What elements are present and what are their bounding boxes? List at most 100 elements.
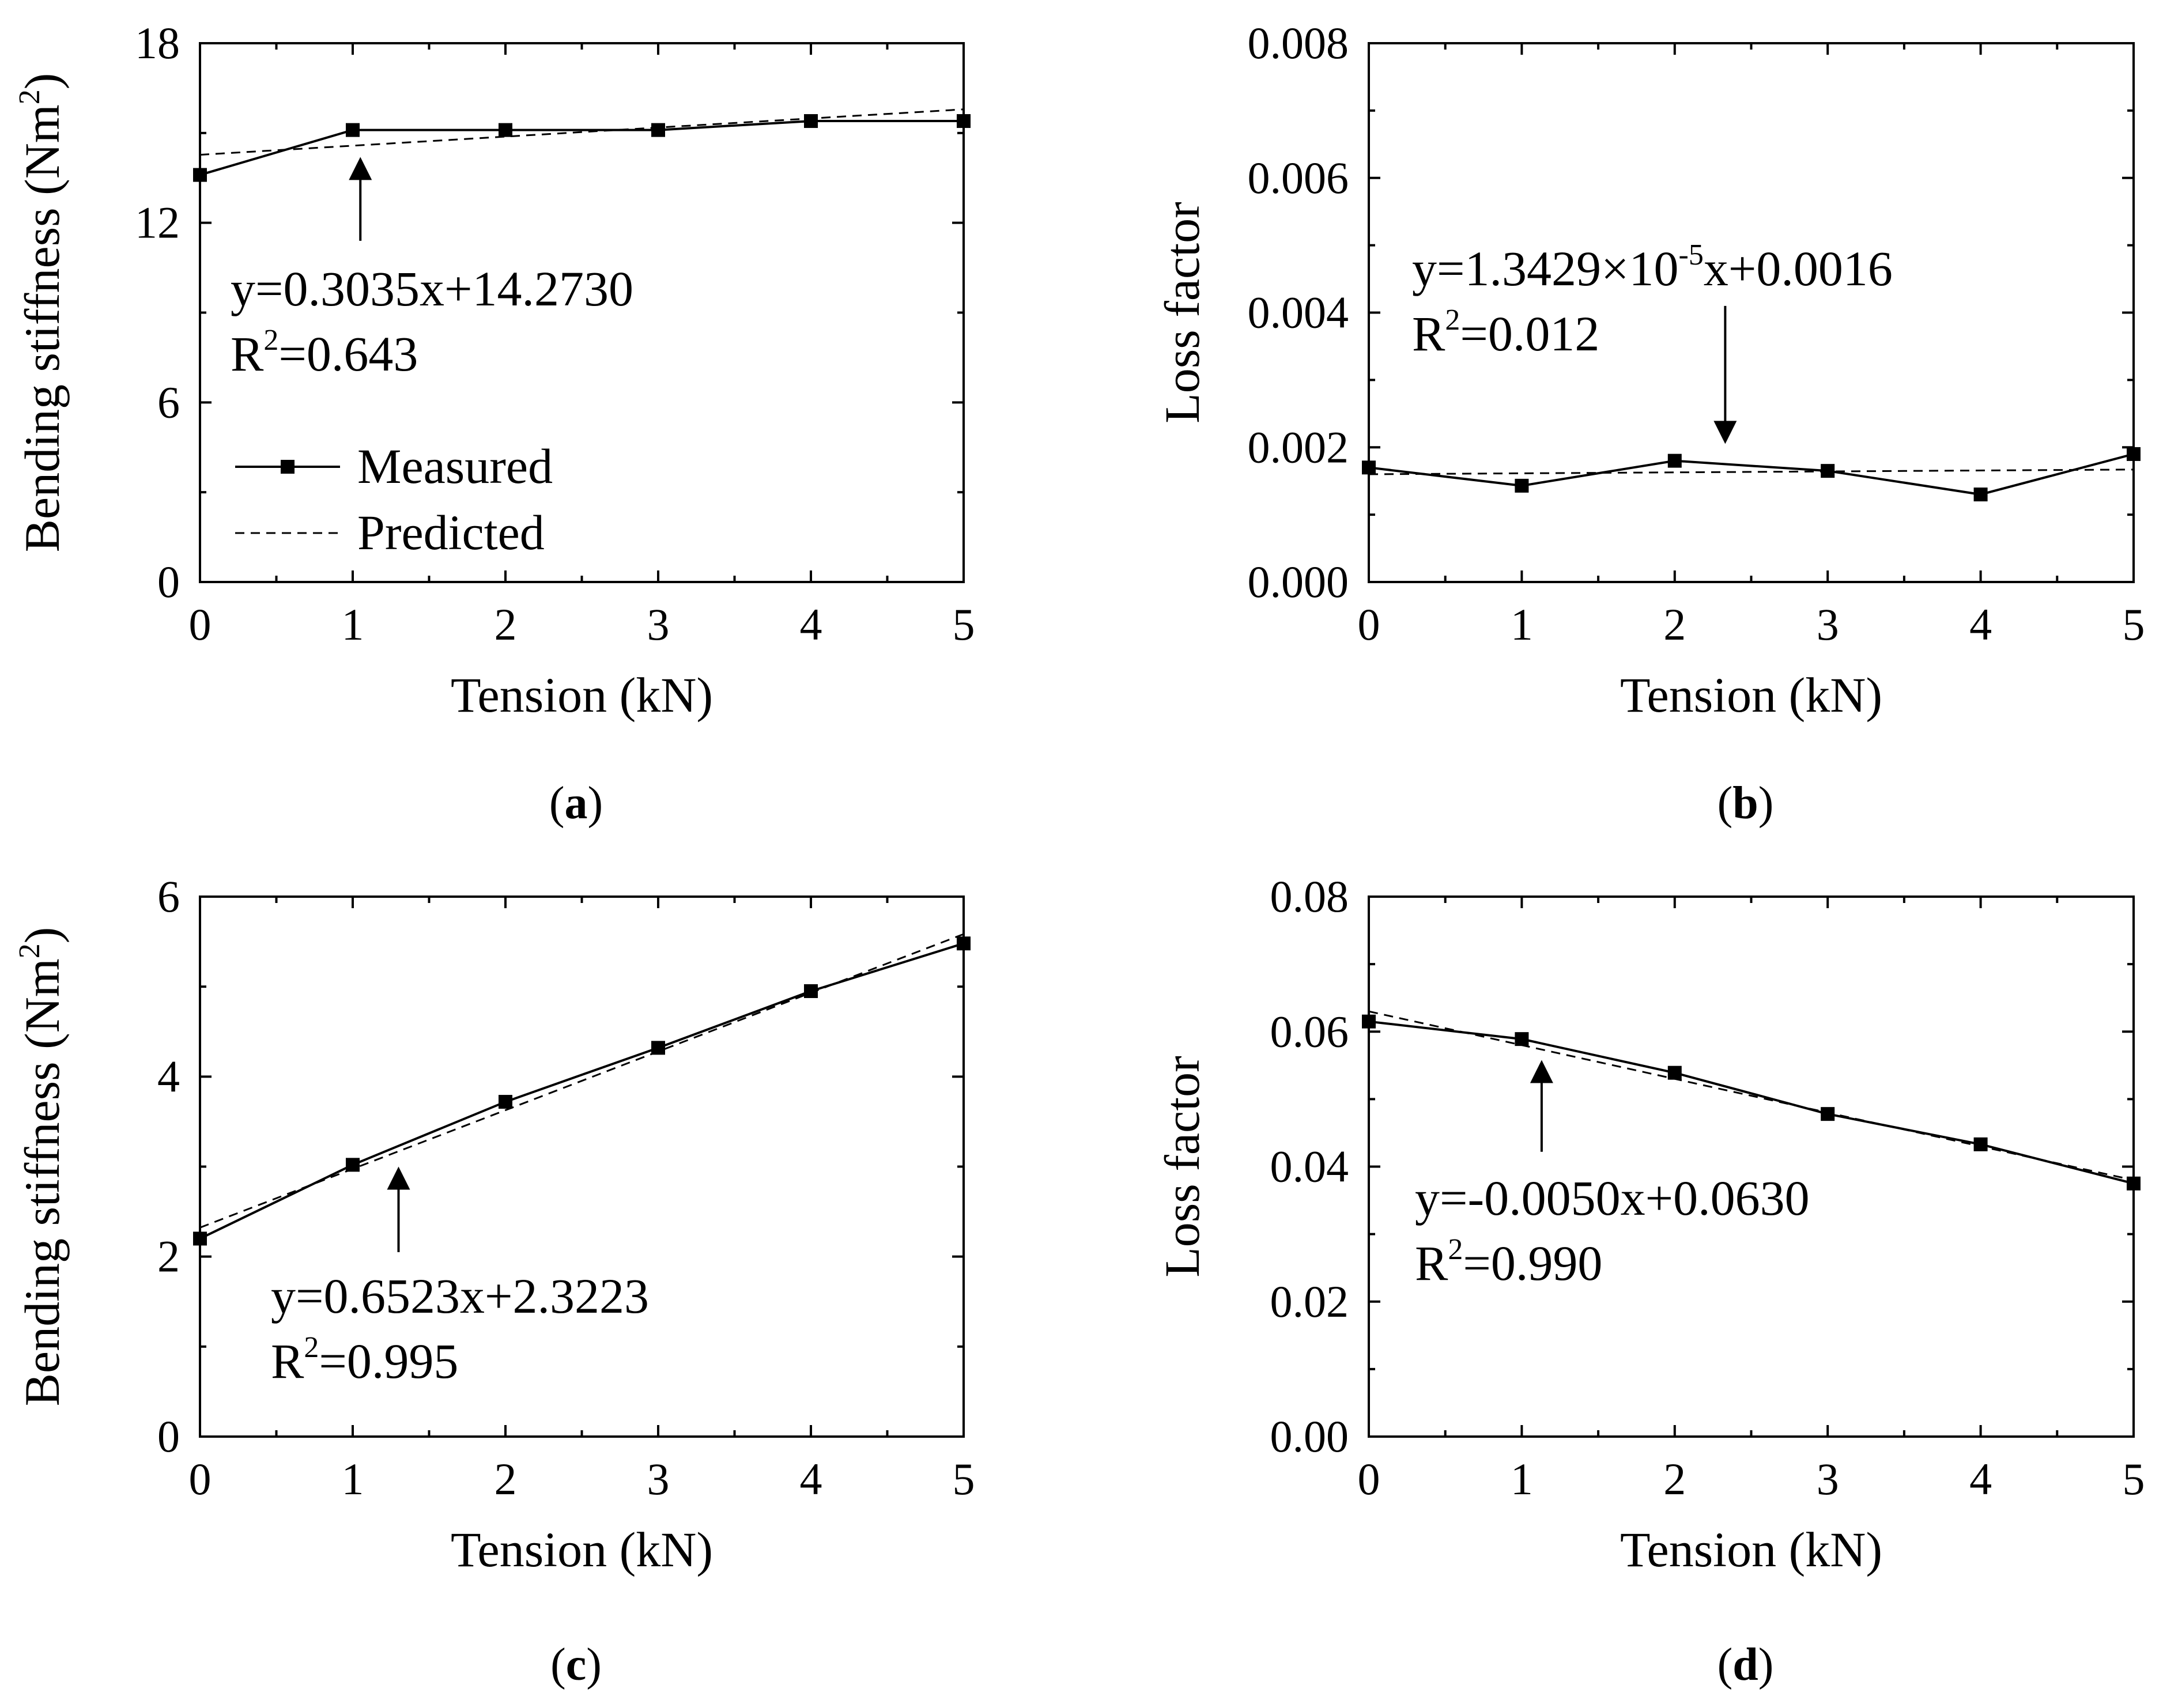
measured-point [499,1095,512,1109]
x-axis-title: Tension (kN) [1620,667,1882,723]
legend-predicted-label: Predicted [357,505,545,560]
x-tick-label: 4 [800,1454,822,1504]
measured-point [1667,1065,1682,1080]
y-tick-label: 0.000 [1248,557,1349,607]
y-tick-label: 0.04 [1270,1142,1349,1192]
y-axis-title: Bending stiffness (Nm2) [13,73,70,553]
measured-line [1368,1020,2134,1185]
panel-caption: (a) [549,778,603,829]
r-squared-value: =0.012 [1460,306,1599,361]
r-squared-value: =0.990 [1463,1235,1602,1291]
x-tick-label: 5 [2123,1454,2145,1504]
x-axis-title: Tension (kN) [451,1522,713,1577]
x-tick-label: 1 [342,1454,364,1504]
regression-equation: y=1.3429×10-5x+0.0016 [1412,239,1893,296]
measured-line [1368,453,2134,496]
r-squared-value: =0.643 [278,326,418,381]
panel-caption: (c) [550,1639,602,1690]
y-tick-label: 12 [135,198,180,248]
predicted-line [199,108,964,156]
y-axis-title-text: Loss factor [1154,1056,1210,1277]
y-tick-label: 2 [157,1231,180,1282]
caption-paren: ) [1758,778,1774,829]
r-squared-superscript: 2 [263,324,278,357]
r-squared-superscript: 2 [304,1331,319,1364]
x-tick-label: 3 [1817,1454,1839,1504]
y-tick-label: 0 [157,557,180,607]
panel-d: 0 1 2 3 4 5 0.00 0.02 0.04 0.06 0.08 Tension (kN) Lo… [1154,871,2145,1690]
x-axis-title: Tension (kN) [451,667,713,723]
caption-paren: ) [586,1639,602,1690]
panel-caption: (b) [1717,778,1774,829]
r-squared: R2=0.643 [231,324,418,381]
y-axis-title: Loss factor [1154,202,1210,423]
y-tick-label: 0.008 [1248,18,1349,68]
r-squared: R2=0.012 [1412,304,1599,361]
y-tick-label: 4 [157,1051,180,1101]
x-tick-label: 2 [1663,1454,1686,1504]
x-tick-label: 3 [647,1454,670,1504]
measured-point [193,168,207,182]
annotation-arrowhead [1713,421,1737,444]
y-axis-title: Bending stiffness (Nm2) [13,927,70,1407]
x-tick-label: 0 [189,599,212,649]
x-tick-label: 3 [1817,599,1839,649]
y-axis-title-text: Bending stiffness (Nm [14,104,70,552]
caption-paren: ( [1717,1639,1733,1690]
y-tick-label: 0.004 [1248,288,1349,338]
y-tick-label: 0.06 [1270,1006,1349,1056]
y-tick-label: 6 [157,377,180,427]
caption-paren: ) [1758,1639,1774,1690]
x-tick-label: 5 [953,1454,975,1504]
x-tick-label: 5 [953,599,975,649]
measured-point [1515,1032,1529,1046]
annotation-arrowhead [387,1166,410,1190]
r-squared-superscript: 2 [1448,1233,1463,1266]
y-axis-title-text: Bending stiffness (Nm [14,958,70,1406]
y-tick-label: 0.006 [1248,153,1349,203]
equation-part: y=1.3429×10 [1412,241,1679,296]
measured-point [1362,460,1376,475]
predicted-line [1368,468,2134,475]
y-axis-title-superscript: 2 [13,89,46,104]
r-squared-symbol: R [271,1333,304,1389]
measured-point [957,114,971,129]
x-tick-label: 0 [189,1454,212,1504]
y-tick-label: 0.00 [1270,1411,1349,1461]
measured-point [1973,1137,1988,1151]
x-tick-label: 4 [1969,599,1992,649]
x-tick-label: 5 [2123,599,2145,649]
x-tick-label: 2 [1663,599,1686,649]
x-axis-title: Tension (kN) [1620,1522,1882,1577]
x-tick-label: 2 [494,599,517,649]
y-tick-label: 0.002 [1248,422,1349,472]
x-tick-label: 0 [1358,1454,1380,1504]
legend-measured-marker [281,460,295,474]
x-tick-label: 4 [800,599,822,649]
measured-point [346,123,360,137]
x-tick-label: 1 [1511,1454,1533,1504]
x-tick-label: 0 [1358,599,1380,649]
r-squared-superscript: 2 [1445,304,1460,337]
y-tick-label: 6 [157,871,180,921]
caption-letter: b [1732,778,1758,829]
caption-paren: ( [549,778,565,829]
measured-point [1973,488,1988,502]
measured-line [199,942,964,1240]
caption-paren: ) [588,778,603,829]
measured-point [957,936,971,951]
measured-point [651,123,665,137]
y-axis-title-superscript: 2 [13,943,46,958]
panel-b: 0 1 2 3 4 5 0.000 0.002 0.004 0.006 0.008 Tension (… [1154,18,2145,829]
r-squared-symbol: R [1415,1235,1448,1291]
caption-paren: ( [550,1639,566,1690]
measured-point [499,123,512,137]
annotation-arrowhead [1530,1060,1553,1083]
caption-letter: c [566,1639,587,1690]
y-axis-title-close: ) [14,73,70,90]
regression-equation: y=-0.0050x+0.0630 [1415,1170,1810,1226]
x-tick-label: 2 [494,1454,517,1504]
panel-c: 0 1 2 3 4 5 0 2 4 6 Tension (kN) Bending stiffness … [13,871,975,1690]
measured-point [2127,447,2141,461]
